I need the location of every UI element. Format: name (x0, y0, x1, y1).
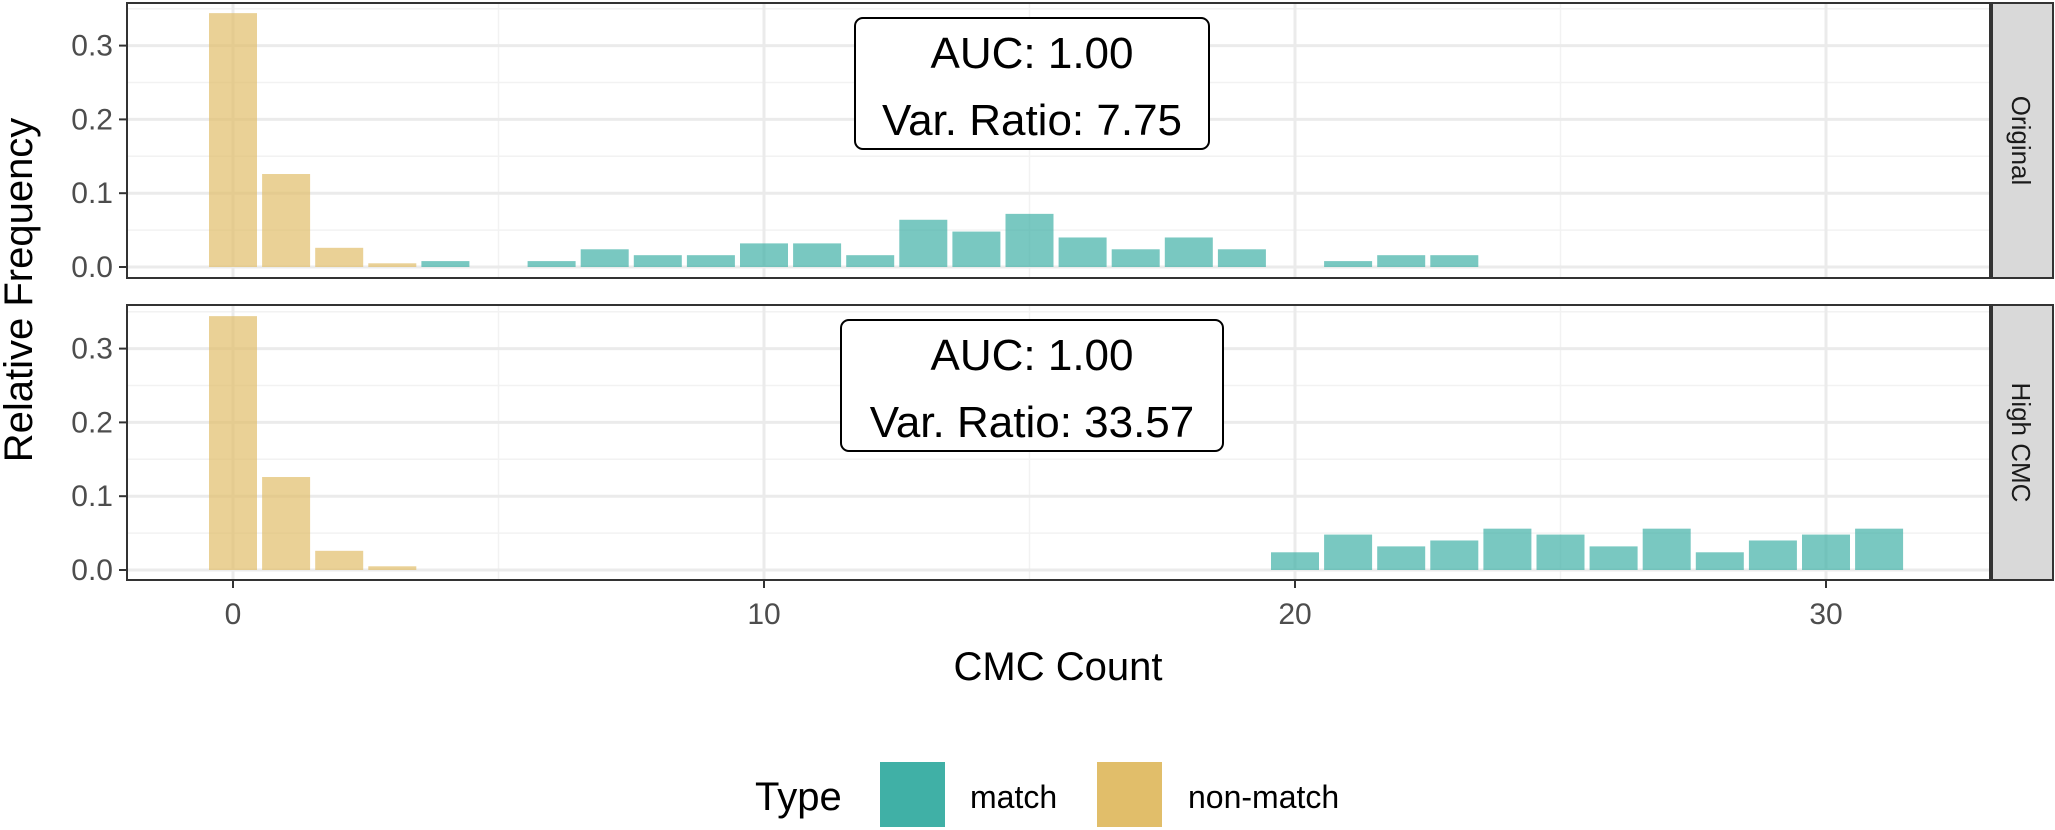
x-tick-label: 20 (1278, 598, 1311, 631)
y-tick-label: 0.3 (71, 30, 113, 63)
bar-match (1430, 255, 1479, 267)
panel-border (126, 304, 1991, 581)
annotation-line: Var. Ratio: 7.75 (882, 96, 1182, 145)
panel-2: 0.0 0.1 0.2 0.3 High CMC AUC: 1.00 Var. Ratio:… (71, 304, 2054, 587)
annotation-box (854, 17, 1210, 150)
annotation-line: Var. Ratio: 33.57 (870, 398, 1195, 447)
bar-non-match (315, 247, 364, 267)
bar-match (846, 255, 895, 267)
bar-match (1430, 540, 1479, 570)
bar-match (1324, 261, 1373, 267)
bar-match (1164, 237, 1213, 267)
y-tick-label: 0.3 (71, 333, 113, 366)
y-tick-label: 0.2 (71, 406, 113, 439)
y-tick-label: 0.1 (71, 480, 113, 513)
bar-match (527, 261, 576, 267)
bar-match (1324, 534, 1373, 570)
bar-match (740, 243, 788, 267)
annotation-box (840, 319, 1224, 452)
y-tick-label: 0.0 (71, 251, 113, 284)
bar-match (580, 249, 629, 267)
legend-key-non-match (1097, 762, 1162, 827)
panels: 0.0 0.1 0.2 0.3 Original AUC: 1.00 Var. Ratio:… (71, 2, 2054, 587)
y-tick-label: 0.1 (71, 177, 113, 210)
bar-match (1377, 546, 1426, 570)
bar-non-match (368, 566, 417, 570)
bar-match (1111, 249, 1160, 267)
bar-match (1536, 534, 1585, 570)
x-tick-label: 0 (225, 598, 242, 631)
panel-1: 0.0 0.1 0.2 0.3 Original AUC: 1.00 Var. Ratio:… (71, 2, 2054, 284)
bar-match (1802, 534, 1850, 570)
bar-match (1483, 528, 1532, 570)
y-tick-label: 0.2 (71, 103, 113, 136)
annotation-line: AUC: 1.00 (931, 29, 1134, 78)
bar-match (793, 243, 842, 267)
bar-non-match (315, 550, 364, 570)
strip (1991, 304, 2054, 581)
legend-key-match (880, 762, 945, 827)
panel-border (126, 2, 1991, 279)
strip (1991, 2, 2054, 279)
bar-non-match (209, 316, 257, 570)
y-axis-title: Relative Frequency (0, 118, 41, 463)
strip-label: Original (2006, 96, 2036, 186)
bar-match (1642, 528, 1691, 570)
y-tick-label: 0.0 (71, 554, 113, 587)
bar-non-match (262, 174, 311, 267)
legend-label-match: match (970, 779, 1057, 815)
bar-match (1058, 237, 1107, 267)
legend-label-non-match: non-match (1188, 779, 1339, 815)
bar-match (1377, 255, 1426, 267)
bar-match (899, 219, 948, 267)
bar-match (421, 261, 470, 267)
annotation-line: AUC: 1.00 (931, 331, 1134, 380)
x-axis-title: CMC Count (954, 645, 1163, 689)
x-tick-label: 10 (747, 598, 780, 631)
bar-match (952, 231, 1001, 267)
legend-title: Type (755, 775, 842, 819)
bar-non-match (209, 13, 257, 267)
x-tick-label: 30 (1809, 598, 1842, 631)
bar-match (1271, 552, 1319, 570)
bar-match (1005, 213, 1054, 267)
bar-non-match (262, 477, 311, 570)
bar-match (633, 255, 682, 267)
bar-match (1855, 528, 1904, 570)
legend: Type match non-match (755, 762, 1339, 827)
bar-match (1589, 546, 1638, 570)
bar-match (1217, 249, 1266, 267)
strip-label: High CMC (2006, 383, 2036, 503)
bar-non-match (368, 263, 417, 267)
bar-match (1695, 552, 1744, 570)
bar-match (1748, 540, 1797, 570)
bar-match (686, 255, 735, 267)
x-axis: 0 10 20 30 (225, 580, 1843, 631)
